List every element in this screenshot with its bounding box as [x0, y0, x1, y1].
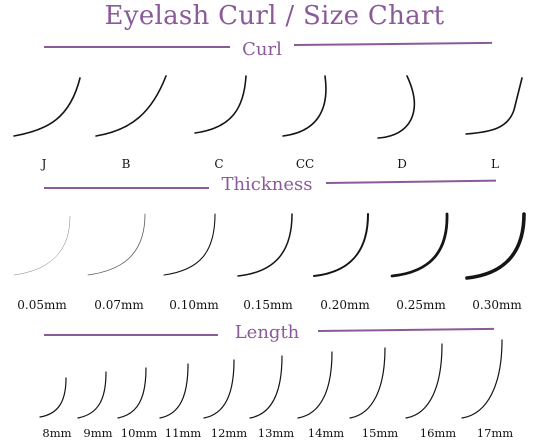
lash-length-8 — [39, 377, 67, 418]
thickness-label: 0.07mm — [94, 298, 144, 312]
length-heading: Length — [226, 322, 308, 344]
lash-curl-b — [95, 75, 167, 137]
lash-thickness-025 — [390, 212, 449, 278]
thickness-label: 0.20mm — [320, 298, 370, 312]
length-label: 12mm — [210, 426, 248, 440]
page-title: Eyelash Curl / Size Chart — [104, 1, 445, 31]
length-rule-left — [44, 334, 218, 336]
length-label: 11mm — [164, 426, 202, 440]
thickness-label: 0.25mm — [396, 298, 446, 312]
length-label: 10mm — [120, 426, 158, 440]
length-label: 13mm — [257, 426, 295, 440]
lash-thickness-010 — [163, 213, 216, 276]
thickness-heading: Thickness — [212, 174, 322, 196]
lash-curl-d — [377, 75, 416, 139]
lash-length-12 — [203, 359, 235, 419]
curl-label: CC — [295, 157, 315, 171]
lash-length-16 — [405, 343, 443, 419]
lash-length-10 — [117, 367, 147, 419]
lash-thickness-020 — [313, 213, 369, 277]
thickness-label: 0.30mm — [472, 298, 522, 312]
thickness-label: 0.10mm — [169, 298, 219, 312]
curl-label: L — [491, 157, 499, 171]
curl-label: B — [121, 157, 131, 171]
thickness-rule-left — [44, 187, 209, 189]
curl-rule-left — [44, 46, 230, 48]
length-label: 16mm — [419, 426, 457, 440]
length-label: 17mm — [476, 426, 514, 440]
thickness-label: 0.05mm — [17, 298, 67, 312]
lash-thickness-005 — [13, 215, 71, 276]
lash-length-15 — [349, 347, 386, 419]
curl-heading: Curl — [232, 39, 292, 61]
lash-length-9 — [77, 371, 107, 419]
lash-curl-l — [465, 77, 523, 135]
thickness-label: 0.15mm — [243, 298, 293, 312]
length-label: 14mm — [307, 426, 345, 440]
lash-thickness-030 — [465, 212, 526, 280]
curl-label: C — [214, 157, 224, 171]
lash-curl-c — [194, 75, 247, 134]
lash-thickness-007 — [87, 213, 146, 276]
length-label: 15mm — [361, 426, 399, 440]
lash-thickness-015 — [237, 213, 293, 277]
lash-curl-cc — [282, 75, 327, 137]
lash-length-14 — [297, 351, 333, 419]
lash-curl-j — [13, 77, 81, 137]
curl-label: J — [41, 157, 47, 171]
length-label: 9mm — [83, 426, 113, 440]
lash-length-11 — [159, 363, 189, 419]
lash-length-13 — [249, 355, 283, 419]
curl-label: D — [397, 157, 407, 171]
lash-length-17 — [461, 339, 503, 419]
length-label: 8mm — [42, 426, 72, 440]
